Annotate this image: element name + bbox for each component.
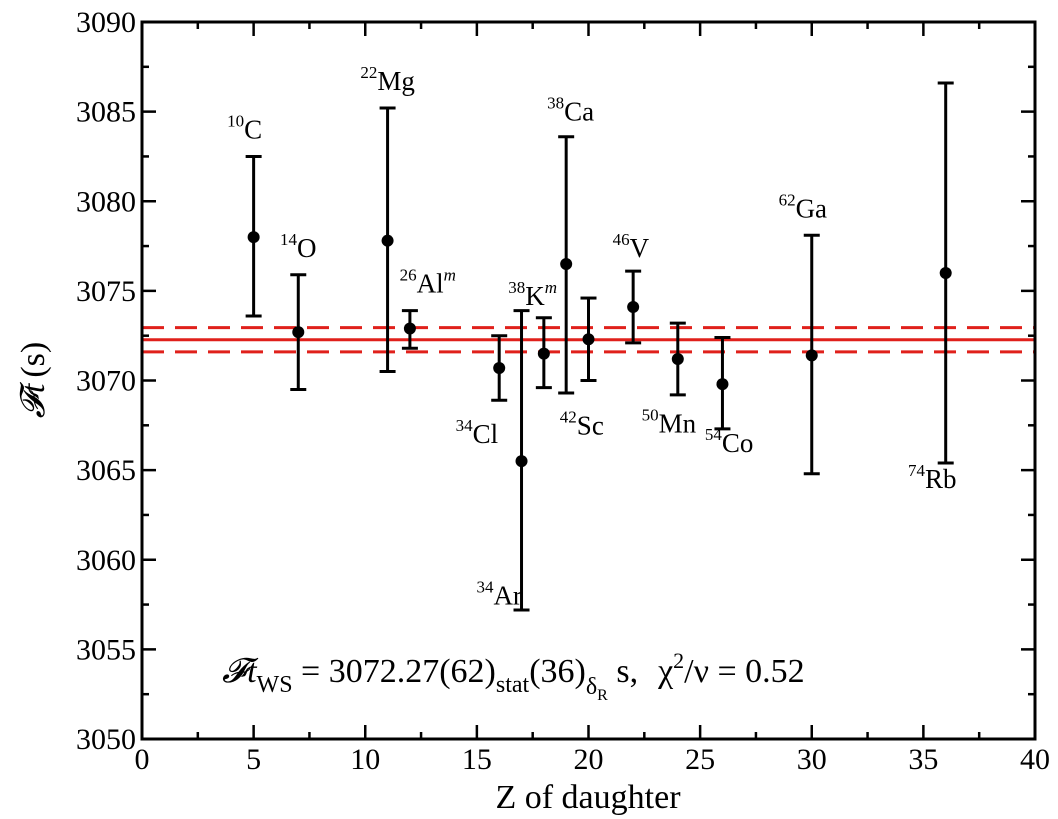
nuclide-symbol: Ca <box>564 97 594 127</box>
nuclide-symbol: V <box>630 233 650 263</box>
nuclide-label: 34Cl <box>456 416 499 449</box>
nuclide-symbol: Al <box>417 269 444 299</box>
nuclide-symbol: C <box>244 115 262 145</box>
nuclide-symbol: Rb <box>925 464 957 494</box>
data-point <box>560 257 573 270</box>
data-point <box>805 349 818 362</box>
axis-ticks <box>140 20 1037 741</box>
annotation-symbol: 𝓕t <box>222 653 259 690</box>
data-point <box>939 266 952 279</box>
nuclide-isomer-mark: m <box>444 266 456 285</box>
x-tick-label: 30 <box>797 743 827 776</box>
x-tick-label: 35 <box>908 743 938 776</box>
x-tick-label: 0 <box>135 743 150 776</box>
nuclide-symbol: Cl <box>473 419 499 449</box>
x-tick-label: 10 <box>350 743 380 776</box>
y-tick-label: 3050 <box>76 723 136 756</box>
y-tick-label: 3075 <box>76 275 136 308</box>
nuclide-mass-number: 38 <box>508 278 525 297</box>
data-point <box>403 322 416 335</box>
nuclide-mass-number: 62 <box>779 190 796 209</box>
nuclide-labels: 10C14O22Mg26Alm34Cl34Ar38Km38Ca42Sc46V50… <box>227 63 956 610</box>
y-axis-title-symbol: 𝓕t <box>15 381 52 418</box>
annotation-chi: χ <box>657 653 673 690</box>
annotation-sub-delta: δ <box>586 674 597 700</box>
data-point <box>671 352 684 365</box>
y-axis-title: 𝓕t(s) <box>15 342 52 418</box>
nuclide-label: 38Km <box>508 278 557 311</box>
x-tick-label: 15 <box>462 743 492 776</box>
nuclide-label: 26Alm <box>400 266 456 299</box>
nuclide-symbol: K <box>525 281 545 311</box>
x-tick-label: 20 <box>574 743 604 776</box>
result-annotation: 𝓕tWS = 3072.27(62)stat(36)δR s, χ2/ν = 0.… <box>222 648 805 704</box>
nuclide-label: 34Ar <box>476 578 522 611</box>
nuclide-label: 74Rb <box>908 461 957 494</box>
annotation-unit: s, <box>608 653 638 690</box>
data-point <box>381 234 394 247</box>
nuclide-mass-number: 22 <box>360 63 377 82</box>
nuclide-mass-number: 34 <box>476 578 494 597</box>
y-tick-label: 3090 <box>76 6 136 39</box>
nuclide-label: 62Ga <box>779 190 827 223</box>
nuclide-mass-number: 38 <box>547 94 564 113</box>
annotation-chi-rest: /ν = 0.52 <box>684 653 805 690</box>
y-tick-label: 3065 <box>76 454 136 487</box>
nuclide-mass-number: 54 <box>705 425 723 444</box>
data-point <box>515 455 528 468</box>
nuclide-label: 38Ca <box>547 94 594 127</box>
nuclide-label: 14O <box>280 230 317 263</box>
nuclide-symbol: O <box>297 233 317 263</box>
y-tick-label: 3080 <box>76 185 136 218</box>
nuclide-isomer-mark: m <box>545 278 557 297</box>
annotation-value: = 3072.27(62) <box>293 653 496 690</box>
annotation-sub-stat: stat <box>496 672 530 698</box>
data-point <box>627 301 640 314</box>
nuclide-label: 42Sc <box>560 407 604 440</box>
annotation-paren: (36) <box>529 653 586 690</box>
data-points <box>247 231 952 468</box>
x-tick-label: 40 <box>1020 743 1050 776</box>
y-tick-label: 3055 <box>76 633 136 666</box>
x-tick-label: 5 <box>246 743 261 776</box>
annotation-sub-delta-r: R <box>597 687 608 704</box>
nuclide-label: 10C <box>227 112 262 145</box>
y-tick-label: 3060 <box>76 544 136 577</box>
nuclide-mass-number: 34 <box>456 416 474 435</box>
nuclide-symbol: Co <box>722 428 754 458</box>
nuclide-symbol: Ga <box>796 193 827 223</box>
data-point <box>582 333 595 346</box>
nuclide-mass-number: 42 <box>560 407 577 426</box>
nuclide-symbol: Mg <box>377 66 415 96</box>
nuclide-label: 22Mg <box>360 63 415 96</box>
nuclide-label: 54Co <box>705 425 754 458</box>
nuclide-mass-number: 50 <box>642 405 659 424</box>
nuclide-label: 46V <box>613 230 650 263</box>
nuclide-mass-number: 74 <box>908 461 926 480</box>
nuclide-symbol: Mn <box>659 408 697 438</box>
data-point <box>493 361 506 374</box>
y-tick-label: 3070 <box>76 365 136 398</box>
annotation-sub-ws: WS <box>257 672 293 698</box>
data-point <box>247 231 260 244</box>
data-point <box>716 378 729 391</box>
x-axis-title: Z of daughter <box>495 779 681 816</box>
y-axis-title-unit: (s) <box>15 342 52 378</box>
nuclide-symbol: Ar <box>493 581 522 611</box>
annotation-chi-sup: 2 <box>673 648 684 673</box>
x-tick-label: 25 <box>685 743 715 776</box>
nuclide-mass-number: 14 <box>280 230 298 249</box>
nuclide-symbol: Sc <box>577 410 604 440</box>
nuclide-mass-number: 10 <box>227 112 244 131</box>
y-tick-label: 3085 <box>76 96 136 129</box>
nuclide-mass-number: 26 <box>400 266 417 285</box>
nuclide-mass-number: 46 <box>613 230 630 249</box>
data-point <box>292 326 305 339</box>
data-point <box>537 347 550 360</box>
nuclide-label: 50Mn <box>642 405 697 438</box>
